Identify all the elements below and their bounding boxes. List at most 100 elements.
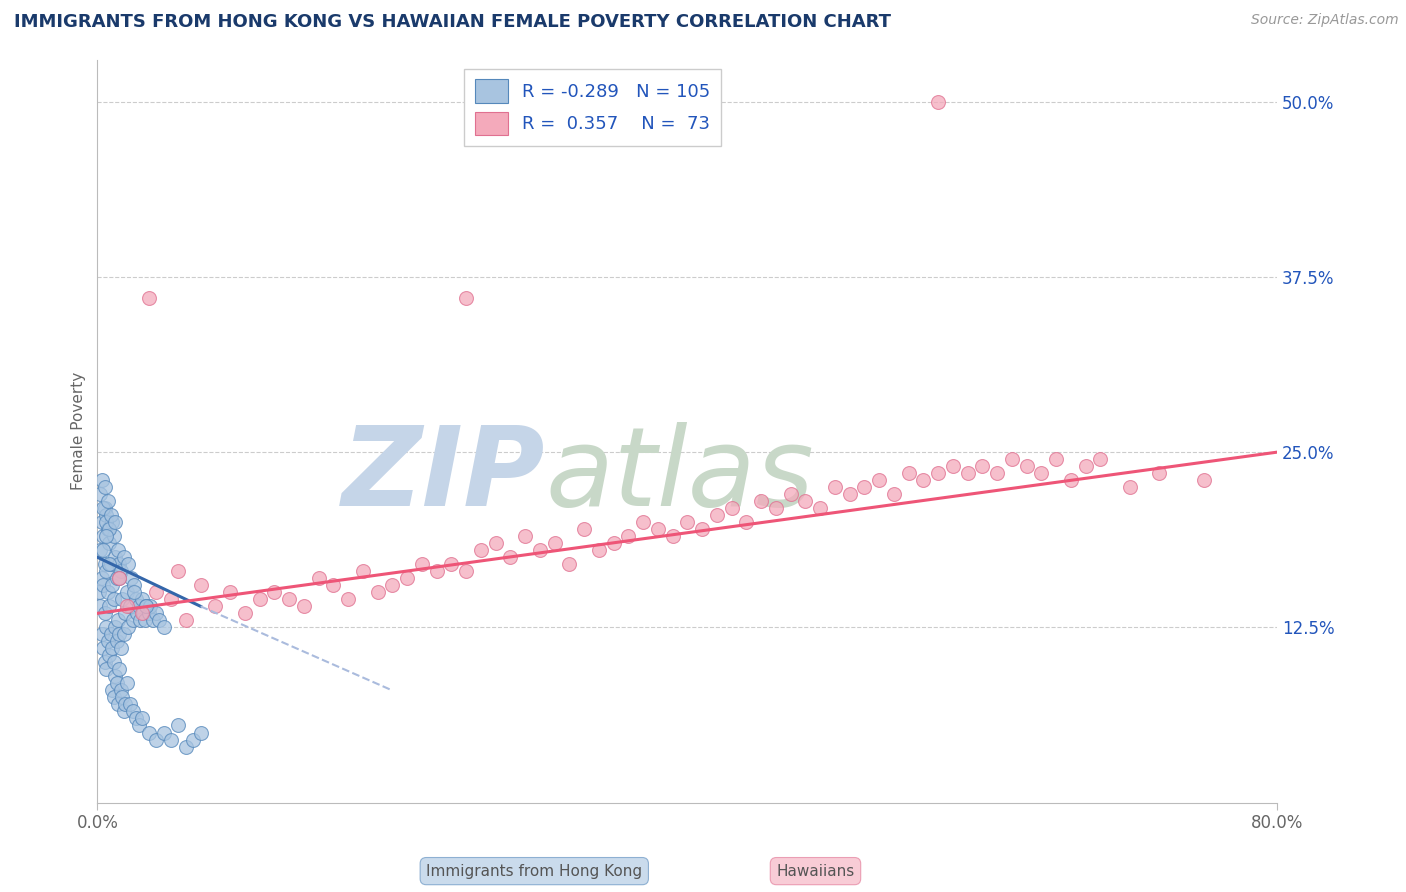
Point [90,571,112,585]
Point [108,558,131,572]
Point [103,690,125,705]
Point [454,291,477,305]
Point [249,592,271,607]
Point [138,725,160,739]
Point [100,558,122,572]
Point [690,522,713,536]
Point [942,459,965,474]
Point [1015,459,1038,474]
Point [135,599,157,614]
Point [101,578,124,592]
Point [91,501,114,516]
Point [115,599,138,614]
Point [120,571,142,585]
Point [89,487,111,501]
Point [96,508,118,523]
Point [114,698,136,712]
Point [111,690,134,705]
Point [105,634,128,648]
Point [101,641,124,656]
Point [110,641,132,656]
Point [204,599,226,614]
Point [103,529,125,543]
Point [104,620,127,634]
Point [131,607,153,621]
Point [108,571,131,585]
Point [112,627,135,641]
Point [543,536,565,550]
Point [97,634,120,648]
Point [190,725,212,739]
Point [853,480,876,494]
Point [108,662,131,676]
Point [927,466,949,480]
Point [142,613,165,627]
Point [808,501,831,516]
Point [308,571,330,585]
Point [1031,466,1053,480]
Point [1045,452,1067,467]
Point [90,627,112,641]
Point [115,676,138,690]
Point [263,585,285,599]
Point [104,550,127,565]
Point [454,564,477,578]
Point [108,627,131,641]
Point [139,599,162,614]
Point [602,536,624,550]
Point [706,508,728,523]
Point [100,627,122,641]
Point [93,607,115,621]
Point [129,613,152,627]
Point [104,515,127,529]
Point [89,543,111,558]
Text: IMMIGRANTS FROM HONG KONG VS HAWAIIAN FEMALE POVERTY CORRELATION CHART: IMMIGRANTS FROM HONG KONG VS HAWAIIAN FE… [14,13,891,31]
Point [98,536,121,550]
Point [396,571,419,585]
Point [91,529,114,543]
Y-axis label: Female Poverty: Female Poverty [72,372,86,491]
Point [121,705,143,719]
Text: Immigrants from Hong Kong: Immigrants from Hong Kong [426,863,643,879]
Text: Hawaiians: Hawaiians [776,863,855,879]
Point [148,613,170,627]
Point [558,558,581,572]
Point [779,487,801,501]
Point [868,473,890,487]
Point [152,725,174,739]
Point [98,558,121,572]
Point [174,613,197,627]
Point [572,522,595,536]
Point [1192,473,1215,487]
Point [111,592,134,607]
Point [117,558,139,572]
Point [93,501,115,516]
Point [134,613,156,627]
Point [735,515,758,529]
Point [101,515,124,529]
Text: ZIP: ZIP [342,422,546,529]
Point [96,529,118,543]
Point [174,739,197,754]
Point [121,613,143,627]
Point [897,466,920,480]
Point [426,564,449,578]
Point [97,522,120,536]
Point [513,529,536,543]
Point [145,585,167,599]
Point [233,607,256,621]
Point [131,592,153,607]
Point [219,585,242,599]
Point [838,487,860,501]
Point [292,599,315,614]
Point [96,564,118,578]
Point [87,585,110,599]
Point [160,592,183,607]
Point [1119,480,1142,494]
Point [160,732,183,747]
Point [104,669,127,683]
Point [125,592,148,607]
Point [986,466,1008,480]
Point [956,466,979,480]
Point [1074,459,1097,474]
